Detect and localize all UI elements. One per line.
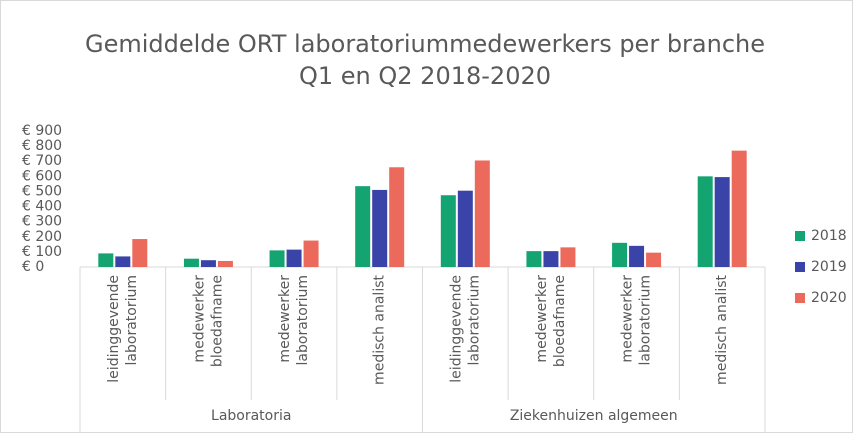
- legend-swatch: [795, 231, 805, 241]
- x-tick-label: medewerker: [534, 275, 550, 363]
- y-tick-label: € 500: [22, 183, 62, 199]
- legend-label: 2018: [811, 228, 847, 244]
- x-tick-label: leidinggevende: [448, 275, 464, 383]
- bar: [697, 176, 713, 267]
- x-tick-label: laboratorium: [295, 275, 311, 365]
- x-tick-label: medewerker: [620, 275, 636, 363]
- y-tick-label: € 0: [22, 259, 44, 275]
- x-tick-label: medisch analist: [372, 274, 388, 384]
- y-tick-label: € 900: [22, 123, 62, 139]
- bar: [98, 253, 114, 267]
- bar: [543, 251, 559, 267]
- bar: [200, 260, 216, 267]
- bar: [526, 251, 542, 267]
- x-tick-label: medewerker: [277, 275, 293, 363]
- y-tick-label: € 400: [22, 199, 62, 215]
- bar: [646, 252, 662, 267]
- x-tick-label: bloedafname: [552, 275, 568, 367]
- bar: [560, 247, 576, 267]
- legend-swatch: [795, 293, 805, 303]
- y-tick-label: € 700: [22, 153, 62, 169]
- bar: [474, 160, 490, 267]
- bar: [132, 239, 148, 267]
- x-tick-label: medewerker: [191, 275, 207, 363]
- y-tick-label: € 100: [22, 244, 62, 260]
- x-tick-label: medisch analist: [714, 274, 730, 384]
- bar: [440, 195, 456, 267]
- y-tick-label: € 600: [22, 168, 62, 184]
- y-tick-label: € 200: [22, 229, 62, 245]
- x-tick-label: laboratorium: [638, 275, 654, 365]
- legend-label: 2019: [811, 259, 847, 275]
- x-tick-label: laboratorium: [466, 275, 482, 365]
- bar: [183, 258, 199, 267]
- chart-subtitle: Q1 en Q2 2018-2020: [299, 62, 551, 90]
- x-tick-label: laboratorium: [124, 275, 140, 365]
- bar: [303, 240, 319, 267]
- bar: [457, 190, 473, 267]
- legend-label: 2020: [811, 290, 847, 306]
- bar: [115, 256, 131, 267]
- group-label: Laboratoria: [211, 408, 291, 424]
- bar: [629, 245, 645, 267]
- x-tick-label: leidinggevende: [106, 275, 122, 383]
- x-tick-label: bloedafname: [209, 275, 225, 367]
- bar: [217, 260, 233, 267]
- bar: [286, 249, 302, 267]
- bar: [269, 250, 285, 267]
- bar: [714, 177, 730, 267]
- bar: [355, 186, 371, 267]
- bar: [372, 189, 388, 267]
- y-tick-label: € 800: [22, 138, 62, 154]
- group-label: Ziekenhuizen algemeen: [510, 408, 678, 424]
- bar: [389, 167, 405, 267]
- legend-swatch: [795, 262, 805, 272]
- y-tick-label: € 300: [22, 214, 62, 230]
- bar: [612, 242, 628, 267]
- bar: [731, 150, 747, 267]
- chart-title: Gemiddelde ORT laboratoriummedewerkers p…: [85, 30, 765, 58]
